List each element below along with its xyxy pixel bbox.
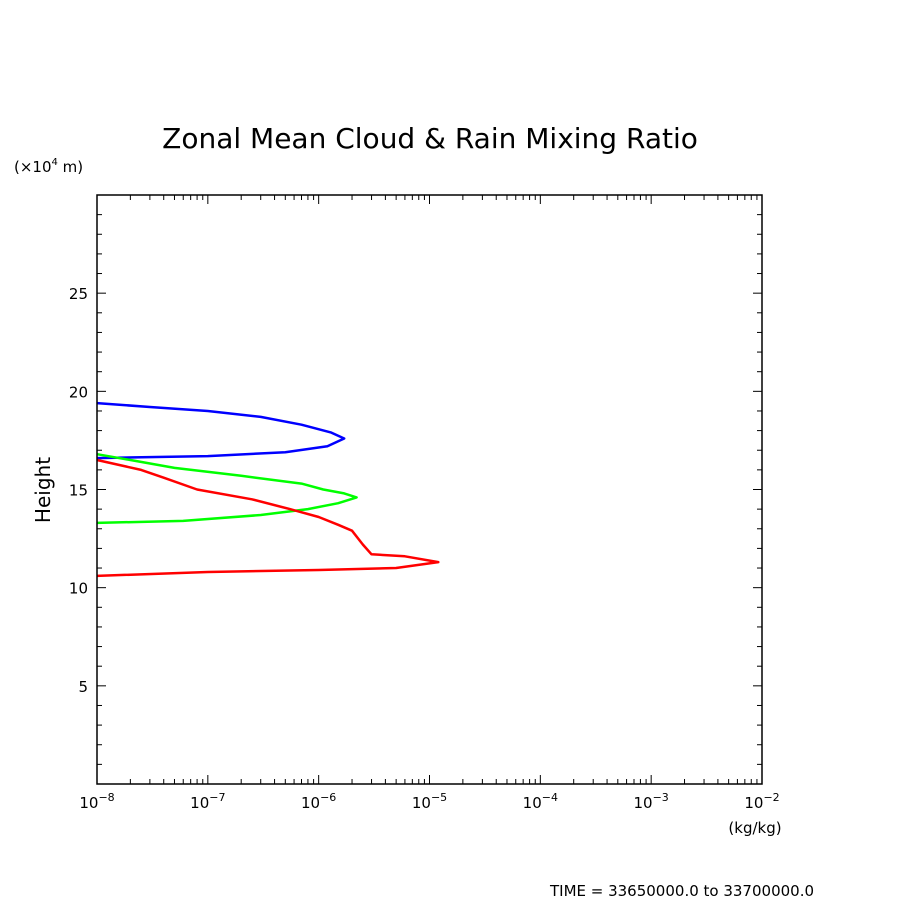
y-tick-labels: 5 10 15 20 25 xyxy=(69,285,88,696)
y-axis-label: Height xyxy=(31,457,55,523)
x-tick-label: 10−7 xyxy=(190,791,225,812)
series-line-2 xyxy=(96,452,358,525)
y-scale-exponent: 4 xyxy=(52,157,58,168)
time-range-footer: TIME = 33650000.0 to 33700000.0 xyxy=(549,882,814,900)
x-tick-label: 10−4 xyxy=(523,791,558,812)
x-unit-label: (kg/kg) xyxy=(728,819,781,837)
x-tick-label: 10−8 xyxy=(79,791,114,812)
x-tick-label: 10−3 xyxy=(634,791,669,812)
y-tick-label: 10 xyxy=(69,580,88,598)
y-tick-label: 25 xyxy=(69,285,88,303)
axis-ticks xyxy=(96,195,762,784)
chart-title: Zonal Mean Cloud & Rain Mixing Ratio xyxy=(162,122,698,155)
x-tick-label: 10−6 xyxy=(301,791,336,812)
x-tick-label: 10−5 xyxy=(412,791,447,812)
y-tick-label: 15 xyxy=(69,482,88,500)
plot-area xyxy=(96,401,440,578)
y-tick-label: 20 xyxy=(69,383,88,401)
x-tick-label: 10−2 xyxy=(744,791,779,812)
series-line-1 xyxy=(96,401,346,460)
y-tick-label: 5 xyxy=(78,678,88,696)
x-tick-labels: 10−8 10−7 10−6 10−5 10−4 10−3 10−2 xyxy=(79,791,779,812)
series-line-3 xyxy=(96,458,440,578)
y-scale-label: (×104 m) xyxy=(14,157,83,176)
